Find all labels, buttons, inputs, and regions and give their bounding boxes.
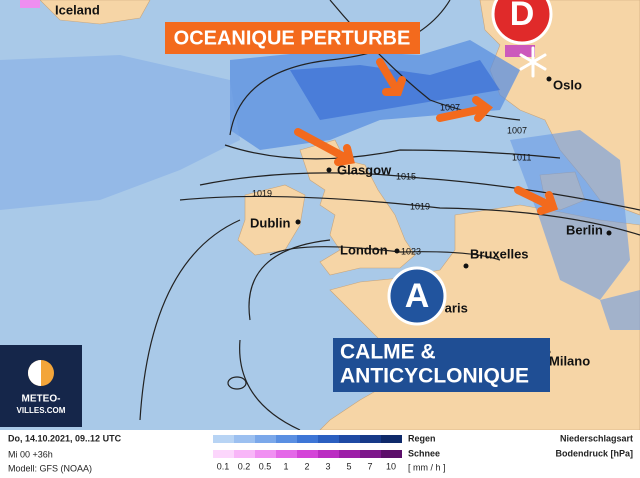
isobar-label: 1015 [396, 171, 416, 181]
place-label: Dublin [250, 215, 290, 230]
logo-icon [28, 360, 41, 386]
colorbar-label: 10 [386, 461, 396, 471]
isobar-label: 1011 [512, 152, 531, 162]
callout-text: ANTICYCLONIQUE [340, 365, 529, 388]
isobar-label: 1023 [401, 246, 421, 256]
snow-colorbar [213, 450, 402, 458]
isobar-label: 1007 [507, 125, 527, 135]
colorbar-label: 0.2 [238, 461, 251, 471]
logo-text: VILLES.COM [17, 406, 66, 415]
colorbar-label: 7 [367, 461, 372, 471]
place-label: Milano [549, 353, 590, 368]
low-label: D [510, 0, 535, 33]
footer-run: Mi 00 +36h [8, 449, 53, 459]
callout-text: CALME & [340, 341, 436, 364]
place-label: Bruxelles [470, 246, 529, 261]
footer-label: Niederschlagsart [560, 433, 633, 443]
legend-label: Schnee [408, 448, 440, 458]
place-label: London [340, 242, 388, 257]
callout-box [333, 338, 550, 392]
colorbar-label: 2 [304, 461, 309, 471]
place-label: Iceland [55, 2, 100, 17]
place-label: Oslo [553, 77, 582, 92]
isobar-label: 1019 [252, 188, 272, 198]
high-label: A [405, 277, 430, 315]
logo-text: METEO- [22, 394, 61, 405]
isobar-label: 1007 [440, 102, 460, 112]
snow-icon [519, 46, 547, 78]
footer-model: Modell: GFS (NOAA) [8, 463, 92, 473]
callout-box [165, 22, 420, 54]
colorbar-labels: 0.1 0.2 0.5 1 2 3 5 7 10 [217, 461, 396, 471]
legend-unit: [ mm / h ] [408, 462, 446, 472]
high-marker [387, 266, 447, 326]
legend-label: Regen [408, 433, 436, 443]
rain-colorbar [213, 435, 402, 443]
footer-label: Bodendruck [hPa] [555, 448, 633, 458]
colorbar-label: 3 [325, 461, 330, 471]
isobars [139, 0, 640, 431]
precipitation [0, 0, 640, 330]
colorbar-label: 0.5 [259, 461, 272, 471]
footer-date: Do, 14.10.2021, 09..12 UTC [8, 433, 122, 443]
colorbar-label: 0.1 [217, 461, 230, 471]
colorbar-label: 5 [346, 461, 351, 471]
colorbar-label: 1 [283, 461, 288, 471]
wind-arrows [294, 58, 559, 215]
place-label: Berlin [566, 222, 603, 237]
isobar-label: 1019 [410, 201, 430, 211]
callout-text: OCEANIQUE PERTURBE [174, 27, 411, 49]
place-label: Glasgow [337, 162, 392, 177]
low-marker [491, 0, 553, 45]
